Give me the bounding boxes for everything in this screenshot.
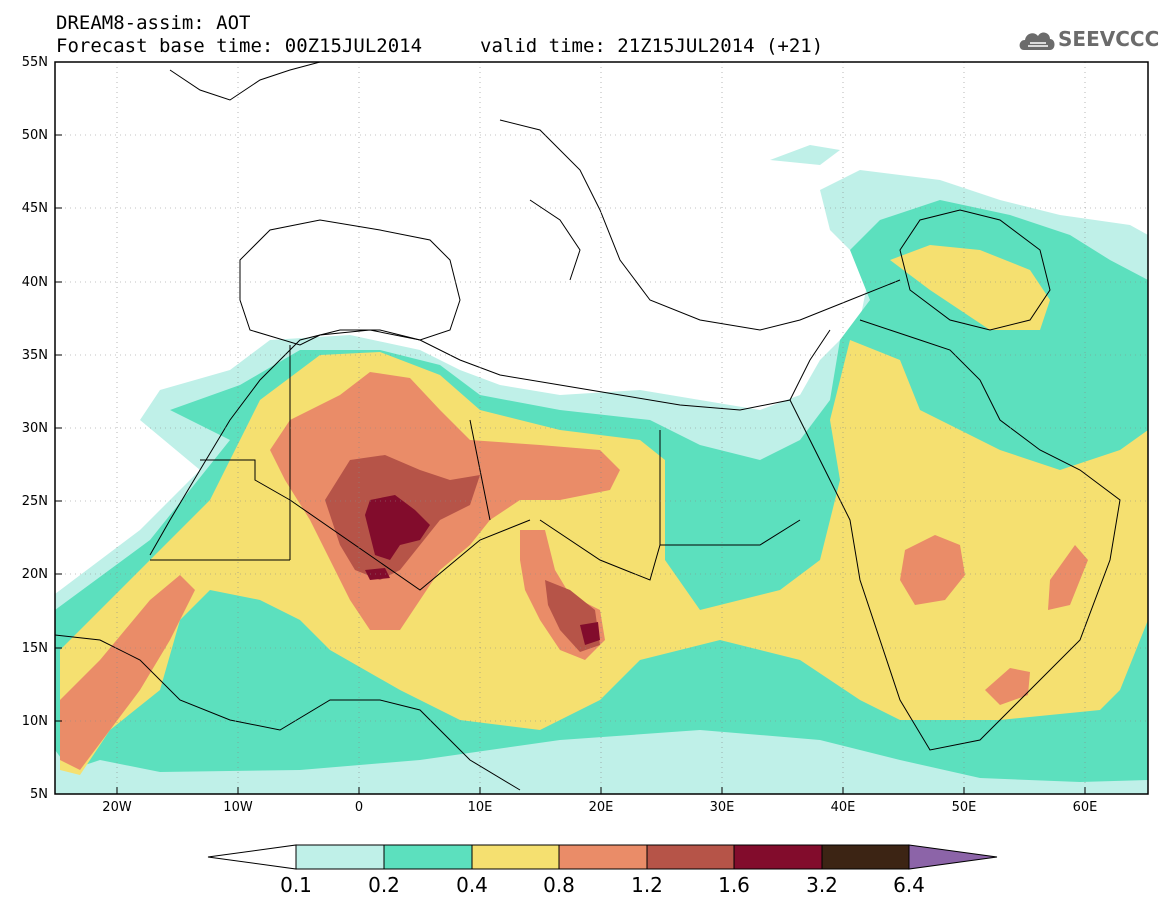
colorbar-high-arrow [908,844,998,870]
cloud-logo-icon [1019,32,1055,50]
lat-label: 55N [21,55,48,70]
colorbar [207,844,998,870]
lat-label: 45N [21,201,48,216]
lat-label: 30N [21,421,48,436]
aot-band-0.1-north [770,145,840,165]
lon-label: 30E [709,800,735,815]
colorbar-swatch-1 [295,844,385,870]
colorbar-label: 0.8 [543,873,575,897]
colorbar-label: 0.4 [456,873,488,897]
lat-label: 15N [21,641,48,656]
lon-label: 10W [223,800,253,815]
lat-label: 40N [21,275,48,290]
lon-label: 20E [588,800,614,815]
colorbar-swatch-6 [733,844,823,870]
colorbar-swatch-2 [383,844,473,870]
colorbar-swatch-5 [646,844,735,870]
lat-label: 10N [21,714,48,729]
figure-title: DREAM8-assim: AOT [56,12,251,34]
lat-label: 25N [21,494,48,509]
colorbar-label: 1.2 [631,873,663,897]
lon-label: 40E [830,800,856,815]
colorbar-label: 3.2 [806,873,838,897]
colorbar-label: 6.4 [893,873,925,897]
colorbar-low-arrow [207,844,297,870]
graticule [55,62,1148,794]
colorbar-swatch-4 [558,844,648,870]
aot-band-0.8-oman [985,668,1030,705]
lat-label: 35N [21,348,48,363]
aot-band-0.8-westafrica [60,575,195,770]
colorbar-swatch-7 [821,844,910,870]
valid-time: valid time: 21Z15JUL2014 (+21) [480,35,824,57]
lon-label: 0 [354,800,364,815]
lat-label: 5N [30,787,48,802]
aot-contours [55,62,1148,794]
aot-band-0.4-caspian [890,245,1050,330]
aot-band-1.6-b [365,568,390,580]
forecast-base-time: Forecast base time: 00Z15JUL2014 [56,35,423,57]
lon-label: 10E [467,800,493,815]
lat-label: 20N [21,567,48,582]
lon-label: 20W [102,800,132,815]
lat-label: 50N [21,128,48,143]
colorbar-label: 0.1 [280,873,312,897]
lon-label: 50E [951,800,977,815]
lon-label: 60E [1072,800,1098,815]
colorbar-label: 0.2 [368,873,400,897]
colorbar-label: 1.6 [718,873,750,897]
logo-text: SEEVCCC [1058,27,1160,51]
colorbar-swatch-3 [471,844,560,870]
axis-ticks [55,61,1086,794]
aot-band-1.6-c [580,622,600,645]
aot-band-0.8-yemen [1048,545,1088,610]
aot-band-0.8-arabia [900,535,965,605]
aot-band-1.6 [365,495,430,560]
